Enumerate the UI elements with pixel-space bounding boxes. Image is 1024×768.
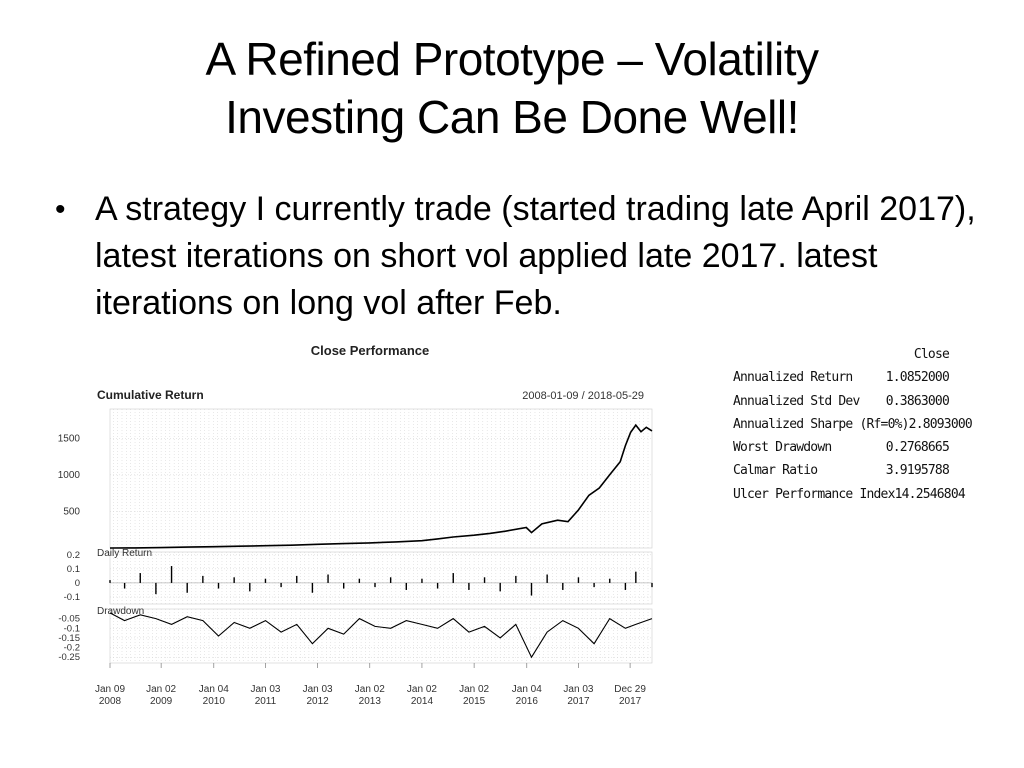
y-tick-label: -0.15: [58, 633, 80, 644]
y-tick-label: -0.05: [58, 614, 80, 625]
stats-label: Worst Drawdown: [733, 440, 832, 456]
stats-row: Annualized Return 1.0852000: [733, 366, 950, 389]
stats-table: Close Annualized Return 1.0852000 Annual…: [733, 343, 973, 506]
slide-title: A Refined Prototype – Volatility Investi…: [0, 30, 1024, 146]
y-tick-label: 0.1: [67, 564, 80, 575]
x-tick-label: 2010: [203, 696, 226, 707]
stats-value: 0.3863000: [885, 393, 950, 409]
x-tick-label: 2017: [619, 696, 642, 707]
y-tick-label: 0: [75, 578, 80, 589]
bullet-text: A strategy I currently trade (started tr…: [95, 190, 976, 322]
x-tick-label: Dec 29: [614, 684, 646, 695]
y-tick-label: 0.2: [67, 550, 80, 561]
stats-row: Calmar Ratio 3.9195788: [733, 459, 950, 482]
x-tick-label: Jan 03: [563, 684, 593, 695]
title-line-1: A Refined Prototype – Volatility: [205, 33, 819, 85]
stats-row: Annualized Std Dev 0.3863000: [733, 390, 950, 413]
panel-frame: [109, 408, 653, 549]
x-tick-label: Jan 04: [512, 684, 542, 695]
stats-value: 14.2546804: [894, 486, 966, 502]
stats-value: 2.8093000: [908, 416, 973, 432]
x-tick-label: Jan 04: [199, 684, 229, 695]
x-tick-label: 2012: [306, 696, 329, 707]
x-tick-label: 2014: [411, 696, 434, 707]
y-tick-label: -0.2: [64, 643, 80, 654]
x-tick-label: 2017: [567, 696, 590, 707]
stats-label: Annualized Sharpe (Rf=0%): [733, 416, 909, 432]
x-tick-label: 2013: [359, 696, 382, 707]
panel-frame: [109, 551, 653, 605]
y-tick-label: -0.25: [58, 652, 80, 663]
stats-label: Annualized Std Dev: [733, 393, 860, 409]
stats-row: Annualized Sharpe (Rf=0%) 2.8093000: [733, 413, 973, 436]
stats-row: Ulcer Performance Index 14.2546804: [733, 483, 966, 506]
x-tick-label: 2016: [516, 696, 539, 707]
x-tick-label: Jan 09: [95, 684, 125, 695]
cumulative-return-line: [109, 423, 653, 549]
panel-title: Daily Return: [97, 548, 152, 559]
bullet-point: • A strategy I currently trade (started …: [55, 186, 985, 327]
stats-label: Ulcer Performance Index: [733, 486, 895, 502]
y-tick-label: 1000: [58, 470, 81, 481]
stats-row: Worst Drawdown 0.2768665: [733, 436, 950, 459]
y-tick-label: 1500: [58, 433, 81, 444]
title-line-2: Investing Can Be Done Well!: [225, 91, 799, 143]
chart-title: Close Performance: [311, 343, 430, 358]
stats-label: Calmar Ratio: [733, 463, 818, 479]
drawdown-line: [109, 612, 653, 659]
x-tick-label: Jan 03: [250, 684, 280, 695]
date-range-label: 2008-01-09 / 2018-05-29: [522, 390, 644, 402]
stats-column-header: Close: [913, 347, 950, 362]
x-tick-label: 2015: [463, 696, 486, 707]
y-tick-label: -0.1: [64, 592, 80, 603]
panel-frame: [109, 608, 653, 664]
panel-title: Drawdown: [97, 606, 144, 617]
x-tick-label: 2008: [99, 696, 122, 707]
x-tick-label: Jan 02: [355, 684, 385, 695]
panel-title: Cumulative Return: [97, 388, 204, 402]
x-tick-label: 2011: [255, 696, 277, 707]
y-tick-label: -0.1: [64, 623, 80, 634]
y-tick-label: 500: [63, 506, 80, 517]
x-tick-label: Jan 03: [303, 684, 333, 695]
x-tick-label: Jan 02: [146, 684, 176, 695]
stats-value: 1.0852000: [885, 370, 950, 386]
stats-value: 3.9195788: [885, 463, 950, 479]
x-tick-label: Jan 02: [407, 684, 437, 695]
stats-label: Annualized Return: [733, 370, 853, 386]
x-tick-label: Jan 02: [459, 684, 489, 695]
stats-value: 0.2768665: [885, 440, 950, 456]
x-tick-label: 2009: [150, 696, 173, 707]
bullet-dot-icon: •: [55, 193, 66, 226]
